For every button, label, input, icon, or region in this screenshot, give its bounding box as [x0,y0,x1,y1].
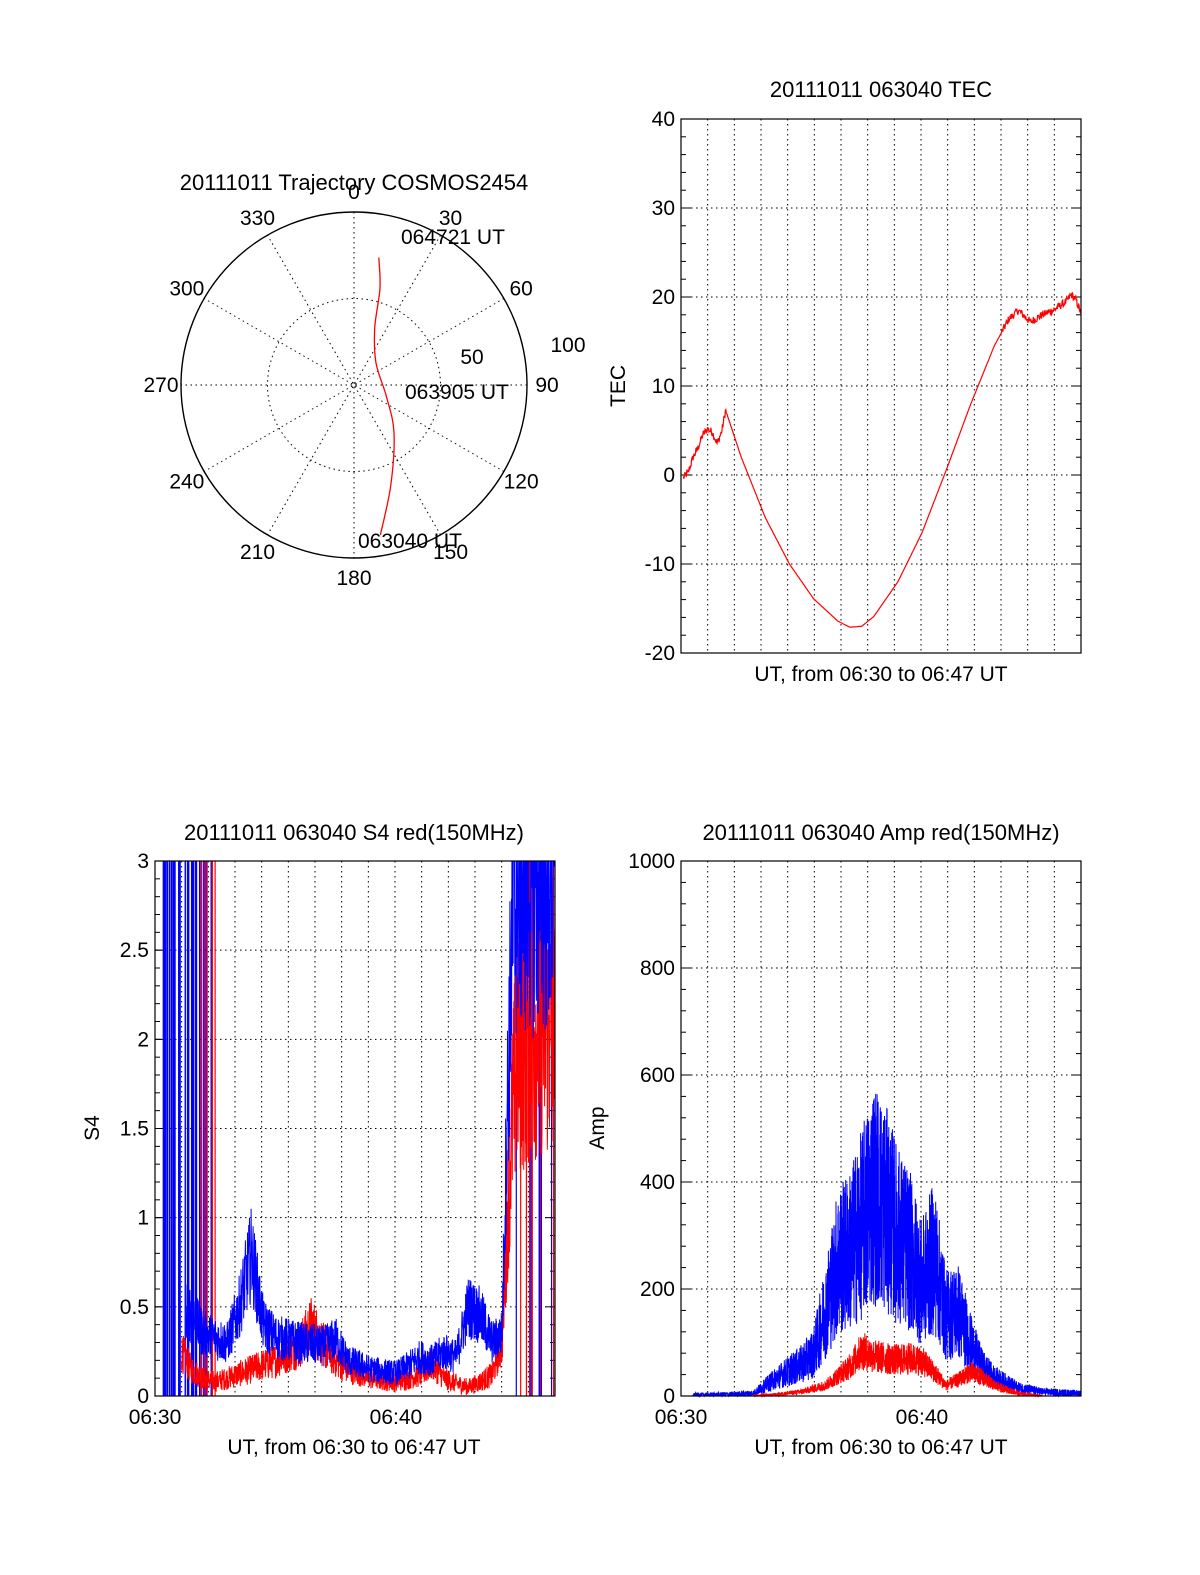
tec-title: 20111011 063040 TEC [770,77,992,102]
y-tick-label: 1 [137,1207,149,1230]
tec-y-tick-labels: -20 -10 0 10 20 30 40 [645,108,675,665]
amp-plot: 20111011 063040 Amp red(150MHz) 0 200 400 6… [586,820,1082,1459]
y-tick-label: 0 [137,1385,149,1408]
y-tick-label: 1.5 [120,1118,149,1141]
polar-angle-label: 150 [433,541,468,564]
amp-ylabel: Amp [586,1106,609,1149]
polar-angle-label: 300 [169,278,204,301]
y-tick-label: 2.5 [120,939,149,962]
s4-title: 20111011 063040 S4 red(150MHz) [184,820,524,845]
y-tick-label: 200 [640,1278,675,1301]
tec-grid [681,118,1081,654]
polar-angle-label: 0 [348,181,360,204]
y-tick-label: 10 [652,375,675,398]
tec-xlabel: UT, from 06:30 to 06:47 UT [754,663,1007,686]
amp-x-tick-labels: 06:30 06:40 [655,1406,949,1429]
polar-angle-label: 180 [336,567,371,590]
trajectory-title: 20111011 Trajectory COSMOS2454 [180,170,529,195]
s4-plot-frame [154,860,556,1397]
y-tick-label: 1000 [628,850,675,873]
s4-x-tick-labels: 06:30 06:40 [129,1406,423,1429]
s4-y-tick-labels: 0 0.5 1 1.5 2 2.5 3 [120,850,149,1408]
amp-grid [681,860,1081,1397]
polar-angle-label: 60 [509,278,532,301]
tec-ylabel: TEC [607,365,630,407]
polar-grid [180,211,528,559]
x-tick-label: 06:30 [129,1406,182,1429]
amp-xlabel: UT, from 06:30 to 06:47 UT [754,1436,1007,1459]
y-tick-label: 600 [640,1064,675,1087]
polar-angle-label: 90 [535,374,558,397]
amp-plot-frame [680,860,1082,1397]
y-tick-label: 20 [652,286,675,309]
polar-angle-label: 330 [240,207,275,230]
y-tick-label: 30 [652,197,675,220]
amp-y-tick-labels: 0 200 400 600 800 1000 [628,850,675,1408]
s4-xlabel: UT, from 06:30 to 06:47 UT [227,1436,480,1459]
y-tick-label: 3 [137,850,149,873]
x-tick-label: 06:40 [896,1406,949,1429]
y-tick-label: -20 [645,642,675,665]
y-tick-label: -10 [645,553,675,576]
y-tick-label: 40 [652,108,675,131]
x-tick-label: 06:40 [370,1406,423,1429]
tec-plot-frame [680,118,1082,654]
radius-label-100: 100 [550,334,585,357]
x-tick-label: 06:30 [655,1406,708,1429]
annotation-end-time: 064721 UT [401,226,505,249]
amp-red-series [752,1333,1043,1398]
polar-angle-label: 240 [169,471,204,494]
y-tick-label: 0 [663,1385,675,1408]
radius-label-50: 50 [460,346,483,369]
polar-angle-label: 30 [439,207,462,230]
trajectory-trace [373,257,395,536]
trajectory-plot: 20111011 Trajectory COSMOS2454 0 30 60 90 12… [143,170,585,590]
polar-angle-label: 210 [240,541,275,564]
s4-ylabel: S4 [81,1115,104,1141]
annotation-start-time: 063040 UT [358,530,462,553]
tec-series-line [682,292,1082,628]
annotation-mid-time: 063905 UT [405,381,509,404]
polar-angle-label: 270 [143,374,178,397]
y-tick-label: 800 [640,957,675,980]
y-tick-label: 0 [663,464,675,487]
y-tick-label: 400 [640,1171,675,1194]
s4-blue-series [185,860,555,1385]
polar-angle-labels: 0 30 60 90 120 150 180 210 240 270 300 330 [143,181,558,590]
y-tick-label: 2 [137,1028,149,1051]
amp-blue-series [692,1093,1082,1398]
amp-title: 20111011 063040 Amp red(150MHz) [702,820,1059,845]
y-tick-label: 0.5 [120,1296,149,1319]
s4-plot: 20111011 063040 S4 red(150MHz) 0 0.5 1 1.5 2… [81,820,556,1459]
polar-angle-label: 120 [504,471,539,494]
